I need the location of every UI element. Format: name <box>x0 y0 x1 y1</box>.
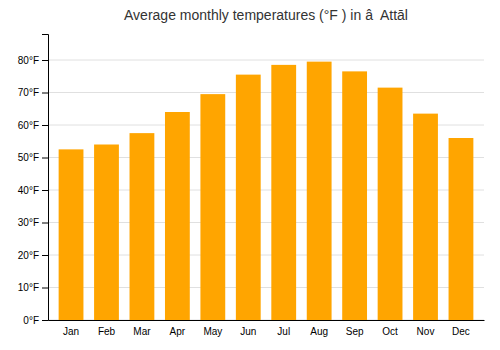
grid-line <box>48 92 484 93</box>
y-tick: 30°F <box>18 217 48 228</box>
bar <box>200 94 225 320</box>
x-tick-label: Apr <box>170 326 186 337</box>
x-tick: Jun <box>240 326 256 337</box>
x-tick-label: Oct <box>382 326 398 337</box>
y-tick: 50°F <box>18 152 48 163</box>
x-tick: Oct <box>382 326 398 337</box>
y-tick: 70°F <box>18 87 48 98</box>
y-tick-label: 40°F <box>18 185 39 196</box>
y-tick-label: 10°F <box>18 282 39 293</box>
x-tick: May <box>203 326 222 337</box>
x-tick: Apr <box>170 326 186 337</box>
y-tick-label: 50°F <box>18 152 39 163</box>
y-tick: 10°F <box>18 282 48 293</box>
x-tick-label: Feb <box>98 326 116 337</box>
bar <box>59 149 84 320</box>
bar <box>94 145 119 321</box>
x-tick: Jul <box>277 326 290 337</box>
x-tick-label: Mar <box>133 326 151 337</box>
x-tick: Feb <box>98 326 116 337</box>
x-tick-label: Jan <box>63 326 79 337</box>
x-tick-label: Sep <box>346 326 364 337</box>
bar <box>413 114 438 320</box>
bar <box>236 75 261 320</box>
chart: Average monthly temperatures (°F ) in â … <box>0 0 500 350</box>
y-tick-label: 80°F <box>18 55 39 66</box>
y-tick: 20°F <box>18 250 48 261</box>
bar <box>271 65 296 320</box>
x-tick: Nov <box>417 326 435 337</box>
bar <box>449 138 474 320</box>
y-axis-line <box>42 35 49 321</box>
bar <box>378 88 403 320</box>
y-tick-label: 60°F <box>18 120 39 131</box>
x-tick: Mar <box>133 326 151 337</box>
x-axis-line <box>49 320 485 321</box>
x-tick: Jan <box>63 326 79 337</box>
plot: 0°F 10°F 20°F 30°F 40°F 50°F 60°F 70°F 80°F Jan Fe… <box>18 35 485 338</box>
bar <box>130 133 155 320</box>
y-tick-mark <box>42 255 48 256</box>
x-tick-label: Dec <box>452 326 470 337</box>
y-tick-mark <box>42 288 48 289</box>
y-tick-label: 70°F <box>18 87 39 98</box>
bars <box>59 62 474 320</box>
y-tick-mark <box>42 223 48 224</box>
y-tick-mark <box>42 125 48 126</box>
x-tick-label: Jun <box>240 326 256 337</box>
bar <box>307 62 332 320</box>
x-tick-label: Aug <box>310 326 328 337</box>
x-axis: Jan Feb Mar Apr May Jun Jul Aug Sep Oct Nov Dec <box>49 321 485 338</box>
grid <box>48 60 484 320</box>
x-tick: Dec <box>452 326 470 337</box>
y-tick-mark <box>42 158 48 159</box>
y-tick-label: 0°F <box>23 315 39 326</box>
bar <box>165 112 190 320</box>
title: Average monthly temperatures (°F ) in â … <box>124 7 408 23</box>
y-tick: 80°F <box>18 55 48 66</box>
x-tick-label: May <box>203 326 222 337</box>
x-tick: Aug <box>310 326 328 337</box>
y-tick-mark <box>42 93 48 94</box>
y-tick-label: 30°F <box>18 217 39 228</box>
y-tick-mark <box>42 320 48 321</box>
grid-line <box>48 60 484 61</box>
y-tick: 0°F <box>23 315 48 326</box>
y-tick: 60°F <box>18 120 48 131</box>
x-tick-label: Nov <box>417 326 435 337</box>
y-tick-mark <box>42 60 48 61</box>
y-tick-mark <box>42 190 48 191</box>
bar <box>342 71 367 320</box>
y-tick-label: 20°F <box>18 250 39 261</box>
y-axis: 0°F 10°F 20°F 30°F 40°F 50°F 60°F 70°F 80°F <box>18 35 49 326</box>
x-tick: Sep <box>346 326 364 337</box>
y-tick: 40°F <box>18 185 48 196</box>
x-tick-label: Jul <box>277 326 290 337</box>
